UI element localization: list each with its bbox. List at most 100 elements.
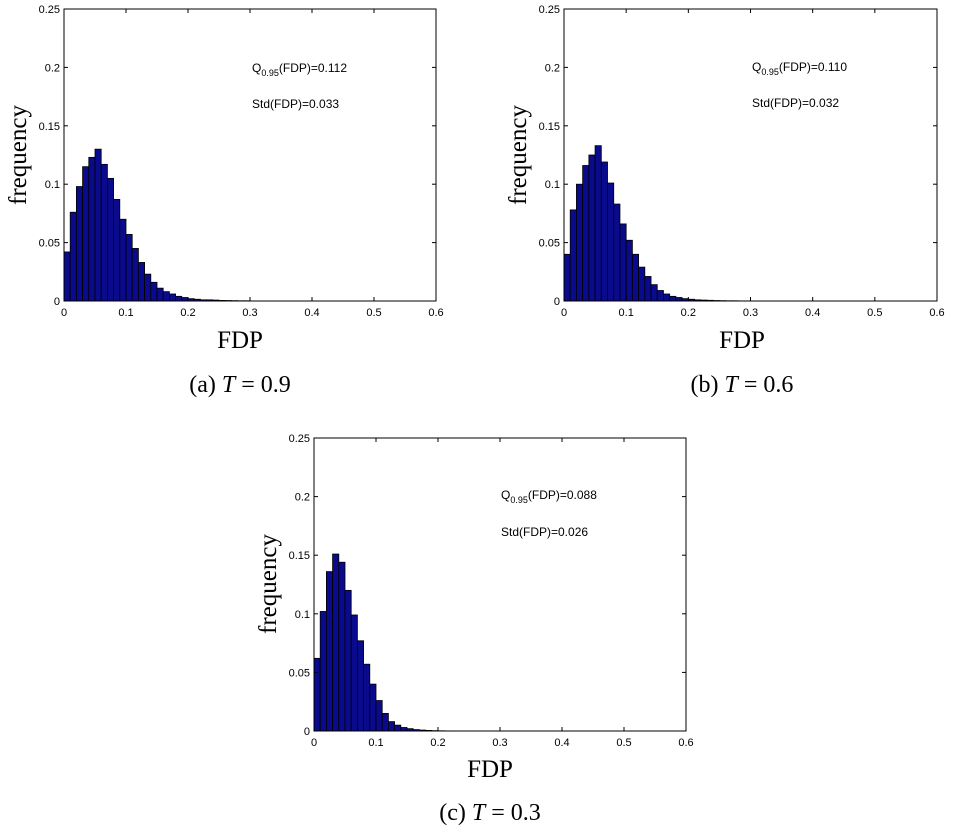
histogram-bar: [663, 293, 671, 302]
histogram-bar: [313, 657, 321, 732]
x-tick-label: 0: [61, 307, 67, 319]
x-tick-label: 0.3: [743, 307, 758, 319]
y-tick-label: 0: [554, 296, 560, 308]
histogram-bar: [375, 700, 383, 732]
chart-panel-b: 0 0.1 0.2 0.3 0.4 0.5 0.6 0 0.05 0.1 0.15 0.2 0.25 FD…: [505, 4, 945, 398]
histogram-bar: [76, 186, 84, 302]
histogram-bar: [625, 239, 633, 302]
y-tick-label: 0.25: [289, 433, 310, 445]
x-tick-label: 0.4: [554, 737, 569, 749]
annotation-quantile: Q0.95(FDP)=0.112: [252, 61, 347, 78]
x-tick-label: 0.6: [428, 307, 443, 319]
histogram-bar: [319, 611, 327, 732]
annotation-std: Std(FDP)=0.026: [501, 525, 588, 539]
x-tick-label: 0: [311, 737, 317, 749]
panel-caption: (c) T = 0.3: [439, 800, 541, 826]
histogram-bar: [631, 253, 640, 302]
histogram-bar: [607, 182, 615, 302]
y-tick-label: 0.05: [289, 667, 310, 679]
x-tick-label: 0.6: [678, 737, 693, 749]
histogram-bar: [675, 297, 683, 302]
x-tick-label: 0.4: [805, 307, 820, 319]
histogram-bar: [69, 211, 77, 302]
y-tick-label: 0.1: [295, 609, 310, 621]
x-tick-label: 0.2: [681, 307, 696, 319]
histogram-bar: [332, 553, 340, 732]
x-axis-label: FDP: [719, 327, 765, 354]
histogram-bar: [125, 234, 133, 302]
x-axis-label: FDP: [217, 327, 263, 354]
histogram-bar: [569, 209, 577, 302]
histogram-bar: [563, 253, 571, 302]
x-tick-label: 0.4: [304, 307, 319, 319]
histogram-bar: [338, 561, 346, 732]
panel-caption: (a) T = 0.9: [189, 372, 291, 398]
histogram-bar: [387, 721, 395, 732]
x-tick-label: 0.2: [430, 737, 445, 749]
x-tick-label: 0.5: [867, 307, 882, 319]
histogram-bar: [600, 161, 608, 302]
y-tick-label: 0.2: [45, 62, 60, 74]
histogram-bar: [644, 276, 652, 302]
histogram-bar: [381, 713, 389, 732]
histogram-bar: [394, 724, 402, 732]
x-axis-label: FDP: [467, 756, 513, 783]
histogram-bar: [588, 154, 596, 302]
histogram-bar: [63, 251, 71, 302]
histogram-bar: [82, 166, 90, 302]
y-tick-label: 0: [304, 726, 310, 738]
x-tick-label: 0.2: [180, 307, 195, 319]
panel-caption: (b) T = 0.6: [691, 372, 794, 398]
annotation-std: Std(FDP)=0.032: [752, 96, 839, 110]
histogram-bar: [344, 589, 352, 732]
histogram-bar: [656, 290, 664, 302]
histogram-bar: [150, 281, 158, 302]
x-tick-label: 0.5: [366, 307, 381, 319]
y-axis-label: frequency: [255, 534, 282, 634]
x-tick-label: 0.6: [929, 307, 944, 319]
histogram-bar: [156, 287, 164, 302]
x-tick-label: 0.3: [242, 307, 257, 319]
chart-panel-a: 0 0.1 0.2 0.3 0.4 0.5 0.6 0 0.05 0.1 0.15 0.2 0.25 FD…: [5, 4, 444, 398]
histogram-bar: [168, 293, 176, 302]
histogram-bar: [613, 203, 621, 302]
y-tick-label: 0.15: [539, 121, 560, 133]
y-tick-label: 0.1: [45, 179, 60, 191]
histogram-bar: [113, 198, 121, 302]
y-axis-label: frequency: [505, 105, 532, 205]
x-tick-label: 0.5: [616, 737, 631, 749]
y-tick-label: 0.2: [545, 62, 560, 74]
annotation-quantile: Q0.95(FDP)=0.088: [501, 488, 597, 505]
y-tick-label: 0.1: [545, 179, 560, 191]
x-tick-label: 0.3: [492, 737, 507, 749]
histogram-bar: [369, 683, 377, 732]
histogram-bar: [619, 223, 627, 302]
histogram-bar: [325, 571, 333, 732]
histogram-bar: [582, 165, 590, 302]
histogram-bar: [137, 262, 145, 302]
histogram-bar: [131, 248, 139, 302]
histogram-bar: [594, 145, 602, 302]
y-axis-label: frequency: [5, 105, 32, 205]
histogram-bar: [350, 614, 358, 732]
histogram-bar: [94, 148, 102, 302]
histogram-bar: [88, 156, 96, 302]
y-tick-label: 0.25: [39, 4, 60, 16]
histogram-bar: [356, 640, 364, 732]
histogram-bar: [363, 663, 371, 732]
annotation-quantile: Q0.95(FDP)=0.110: [752, 60, 847, 77]
histogram-bar: [576, 183, 584, 302]
histogram-bar: [100, 163, 108, 302]
y-tick-label: 0.15: [39, 121, 60, 133]
histogram-bar: [175, 295, 183, 302]
histogram-bar: [119, 218, 127, 302]
y-tick-label: 0.05: [39, 238, 60, 250]
x-tick-label: 0.1: [118, 307, 133, 319]
histogram-bar: [181, 297, 189, 302]
y-tick-label: 0.05: [539, 238, 560, 250]
x-tick-label: 0: [561, 307, 567, 319]
histogram-bar: [107, 177, 115, 302]
y-tick-label: 0.15: [289, 550, 310, 562]
histogram-bar: [650, 284, 658, 302]
